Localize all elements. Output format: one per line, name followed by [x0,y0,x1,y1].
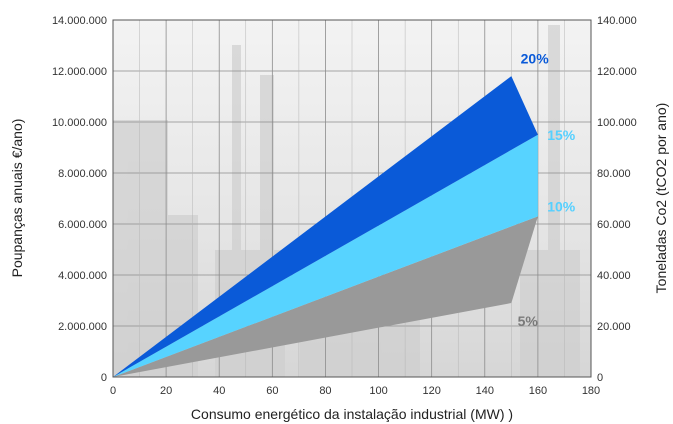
y-right-tick-label: 100.000 [597,117,637,129]
x-tick-label: 140 [476,385,494,397]
y-right-tick-label: 40.000 [597,270,631,282]
y-left-tick-label: 12.000.000 [52,66,107,78]
x-tick-label: 60 [266,385,278,397]
y-left-tick-label: 2.000.000 [58,321,107,333]
y-right-tick-label: 60.000 [597,219,631,231]
series-label-15-percent: 15% [547,127,576,143]
y-right-tick-label: 80.000 [597,168,631,180]
x-tick-label: 100 [369,385,387,397]
data-areas [113,76,538,377]
x-tick-label: 180 [582,385,600,397]
series-label-10-percent: 10% [547,198,576,214]
x-tick-label: 120 [422,385,440,397]
y-left-tick-label: 14.000.000 [52,15,107,27]
y-right-tick-label: 120.000 [597,66,637,78]
series-label-5-percent: 5% [518,313,539,329]
y-right-tick-label: 20.000 [597,321,631,333]
y-right-axis-title: Toneladas Co2 (tCO2 por ano) [653,103,669,294]
x-tick-label: 80 [319,385,331,397]
y-left-tick-labels: 0 2.000.000 4.000.000 6.000.000 8.000.000 10.… [52,15,107,384]
x-tick-label: 20 [160,385,172,397]
y-left-tick-label: 6.000.000 [58,219,107,231]
area-20-percent [113,76,538,377]
y-right-tick-label: 0 [597,372,603,384]
y-left-tick-label: 4.000.000 [58,270,107,282]
area-5-percent [113,216,538,377]
x-tick-labels: 0 20 40 60 80 100 120 140 160 180 [110,385,600,397]
series-label-20-percent: 20% [521,50,550,66]
y-right-tick-labels: 0 20.000 40.000 60.000 80.000 100.000 120.000 1… [597,15,637,384]
x-tick-label: 0 [110,385,116,397]
y-left-axis-title: Poupanças anuais €/ano) [9,119,25,278]
x-tick-label: 160 [529,385,547,397]
y-left-tick-label: 10.000.000 [52,117,107,129]
y-left-tick-label: 0 [101,372,107,384]
series-labels: 5% 10% 15% 20% [518,50,576,329]
x-tick-label: 40 [213,385,225,397]
y-right-tick-label: 140.000 [597,15,637,27]
y-left-tick-label: 8.000.000 [58,168,107,180]
plot-frame [112,19,592,378]
x-axis-title: Consumo energético da instalação industr… [191,406,513,422]
